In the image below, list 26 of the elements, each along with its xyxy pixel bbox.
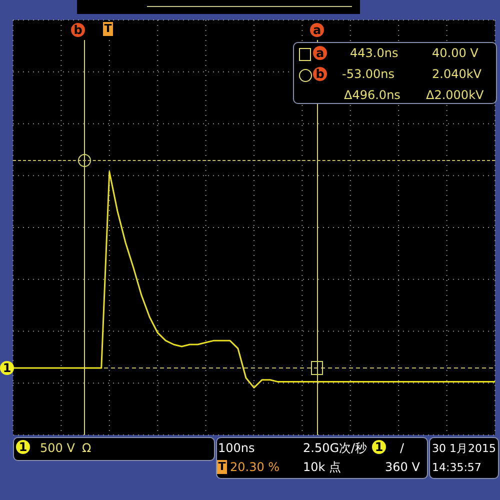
text: 443.0ns xyxy=(350,46,398,60)
text: a xyxy=(313,46,327,60)
text: 20.30 % xyxy=(230,460,280,474)
text: 500 V xyxy=(40,441,75,455)
text: Δ496.0ns xyxy=(344,88,400,102)
text: T xyxy=(217,460,227,474)
text: 14:35:57 xyxy=(432,461,482,475)
text: -53.00ns xyxy=(342,67,395,81)
text: 2.50G次/秒 xyxy=(303,441,368,455)
text: T xyxy=(103,22,113,36)
text: 360 V xyxy=(385,460,420,474)
text: b xyxy=(313,67,327,81)
text: b xyxy=(71,23,85,37)
text: 2015 xyxy=(468,442,496,456)
text: 30 1月 xyxy=(432,442,468,456)
text: 1 xyxy=(16,440,30,454)
text: Ω xyxy=(82,441,92,455)
text: 40.00 V xyxy=(432,46,478,60)
text: 1 xyxy=(372,440,386,454)
text: 100ns xyxy=(218,441,255,455)
text: 1 xyxy=(0,361,14,375)
text: 2.040kV xyxy=(432,67,482,81)
text: a xyxy=(310,23,324,37)
text: Δ2.000kV xyxy=(426,88,484,102)
text: / xyxy=(400,441,404,455)
text: 10k 点 xyxy=(303,460,342,474)
